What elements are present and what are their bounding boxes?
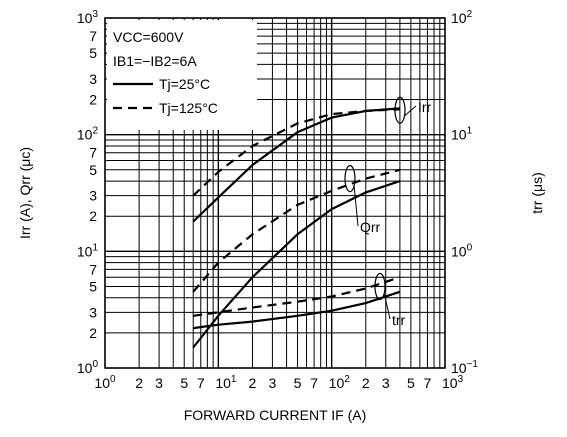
series-trr-125c bbox=[193, 276, 401, 317]
tick-base: 10 bbox=[77, 127, 93, 143]
condition-ib: IB1=−IB2=6A bbox=[113, 53, 197, 69]
tick-base: 10 bbox=[94, 375, 110, 391]
y-axis-title: Irr (A), Qrr (μc) bbox=[17, 147, 33, 239]
x-minor-tick-label: 2 bbox=[362, 375, 370, 391]
tick-labels: 10010110210323572357235710−1100101102100… bbox=[77, 9, 479, 391]
curve-label-text: Qrr bbox=[360, 219, 381, 235]
tick-base: 10 bbox=[451, 243, 467, 259]
legend-background bbox=[107, 20, 257, 130]
tick-exponent: 3 bbox=[92, 9, 98, 20]
tick-base: 10 bbox=[329, 375, 345, 391]
y2-decade-tick-label: 100 bbox=[451, 242, 473, 259]
x-axis-title: FORWARD CURRENT IF (A) bbox=[184, 407, 367, 423]
y-minor-tick-label: 2 bbox=[89, 92, 97, 108]
legend-label: Tj=25°C bbox=[159, 76, 210, 92]
tick-base: 10 bbox=[451, 10, 467, 26]
x-minor-tick-label: 5 bbox=[294, 375, 302, 391]
tick-exponent: 2 bbox=[92, 126, 98, 137]
tick-base: 10 bbox=[215, 375, 231, 391]
y-minor-tick-label: 2 bbox=[89, 208, 97, 224]
x-minor-tick-label: 3 bbox=[155, 375, 163, 391]
y-minor-tick-label: 7 bbox=[89, 261, 97, 277]
x-minor-tick-label: 2 bbox=[135, 375, 143, 391]
y-minor-tick-label: 2 bbox=[89, 325, 97, 341]
series-irr-125c bbox=[192, 108, 400, 197]
tick-base: 10 bbox=[451, 360, 467, 376]
tick-exponent: 1 bbox=[92, 242, 98, 253]
x-decade-tick-label: 100 bbox=[94, 374, 116, 391]
curve-leader bbox=[383, 292, 391, 320]
x-minor-tick-label: 7 bbox=[197, 375, 205, 391]
curve-label: Irr bbox=[418, 99, 432, 115]
y-minor-tick-label: 3 bbox=[89, 188, 97, 204]
curve-label: trr bbox=[392, 312, 406, 328]
tick-exponent: 1 bbox=[231, 374, 237, 385]
plot-border bbox=[104, 17, 446, 369]
tick-exponent: 0 bbox=[467, 242, 473, 253]
x-decade-tick-label: 103 bbox=[442, 374, 464, 391]
tick-exponent: 0 bbox=[92, 359, 98, 370]
x-minor-tick-label: 7 bbox=[424, 375, 432, 391]
curve-bracket bbox=[344, 165, 356, 193]
y-minor-tick-label: 3 bbox=[89, 304, 97, 320]
y-minor-tick-label: 5 bbox=[89, 162, 97, 178]
legend: VCC=600V IB1=−IB2=6A Tj=25°C Tj=125°C bbox=[107, 20, 257, 130]
series-qrr-125c bbox=[192, 168, 401, 293]
axis-labels: FORWARD CURRENT IF (A) Irr (A), Qrr (μc) t… bbox=[17, 147, 545, 423]
curve-leader bbox=[403, 105, 417, 117]
y-minor-tick-label: 3 bbox=[89, 71, 97, 87]
x-decade-tick-label: 102 bbox=[329, 374, 351, 391]
legend-label: Tj=125°C bbox=[159, 100, 218, 116]
series-lines: Irr Qrr trr bbox=[192, 96, 432, 349]
tick-base: 10 bbox=[442, 375, 458, 391]
y-decade-tick-label: 100 bbox=[77, 359, 99, 376]
y2-axis-title: trr (μs) bbox=[529, 172, 545, 214]
y-minor-tick-label: 7 bbox=[89, 28, 97, 44]
tick-exponent: 3 bbox=[458, 374, 464, 385]
condition-vcc: VCC=600V bbox=[113, 29, 184, 45]
x-minor-tick-label: 5 bbox=[180, 375, 188, 391]
y-decade-tick-label: 102 bbox=[77, 126, 99, 143]
curve-leader bbox=[353, 184, 359, 227]
y2-decade-tick-label: 102 bbox=[451, 9, 473, 26]
curve-label-text: Irr bbox=[418, 99, 432, 115]
series-trr-25c bbox=[193, 290, 401, 330]
x-minor-tick-label: 2 bbox=[249, 375, 257, 391]
x-minor-tick-label: 3 bbox=[382, 375, 390, 391]
curve-bracket bbox=[374, 272, 386, 301]
y-decade-tick-label: 101 bbox=[77, 242, 99, 259]
curve-label-text: trr bbox=[392, 312, 406, 328]
plot-frame bbox=[104, 17, 446, 369]
tick-exponent: −1 bbox=[467, 359, 479, 370]
tick-base: 10 bbox=[77, 10, 93, 26]
x-decade-tick-label: 101 bbox=[215, 374, 237, 391]
tick-base: 10 bbox=[77, 243, 93, 259]
y2-decade-tick-label: 10−1 bbox=[451, 359, 478, 376]
grid-lines bbox=[105, 18, 445, 368]
y-minor-tick-label: 7 bbox=[89, 145, 97, 161]
tick-exponent: 2 bbox=[344, 374, 350, 385]
y-minor-tick-label: 5 bbox=[89, 278, 97, 294]
curve-bracket bbox=[394, 96, 406, 124]
y-decade-tick-label: 103 bbox=[77, 9, 99, 26]
tick-exponent: 2 bbox=[467, 9, 473, 20]
series-qrr-25c bbox=[192, 180, 401, 349]
x-minor-tick-label: 3 bbox=[269, 375, 277, 391]
tick-exponent: 1 bbox=[467, 126, 473, 137]
tick-exponent: 0 bbox=[110, 374, 116, 385]
x-minor-tick-label: 7 bbox=[310, 375, 318, 391]
curve-label: Qrr bbox=[360, 219, 381, 235]
y2-decade-tick-label: 101 bbox=[451, 126, 473, 143]
tick-base: 10 bbox=[451, 127, 467, 143]
x-minor-tick-label: 5 bbox=[407, 375, 415, 391]
y-minor-tick-label: 5 bbox=[89, 45, 97, 61]
tick-base: 10 bbox=[77, 360, 93, 376]
